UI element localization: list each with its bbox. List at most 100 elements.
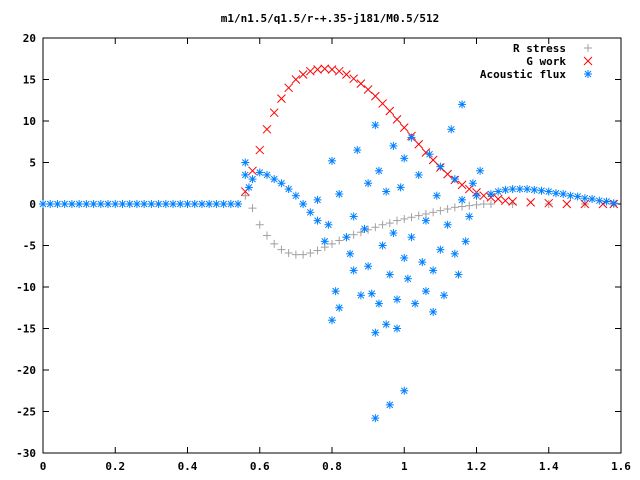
data-point xyxy=(450,175,459,184)
data-point xyxy=(371,121,380,130)
data-point xyxy=(328,239,336,248)
data-point xyxy=(328,156,336,165)
data-point xyxy=(248,204,257,213)
data-point xyxy=(364,262,373,271)
data-point xyxy=(244,183,253,192)
data-point xyxy=(447,125,456,134)
data-point xyxy=(356,291,365,300)
data-point xyxy=(197,200,206,208)
data-point xyxy=(262,170,271,179)
data-point xyxy=(183,200,192,208)
data-point xyxy=(414,170,423,179)
data-point xyxy=(89,200,98,208)
data-point xyxy=(530,185,539,194)
data-point xyxy=(269,108,279,118)
data-point xyxy=(421,287,430,296)
y-tick-label: 10 xyxy=(23,115,36,128)
chart-title: m1/n1.5/q1.5/r-+.35-j181/M0.5/512 xyxy=(221,12,440,25)
data-point xyxy=(429,266,438,275)
data-point xyxy=(573,192,582,201)
data-point xyxy=(277,94,286,103)
data-point xyxy=(367,289,376,298)
y-tick-label: -25 xyxy=(16,406,36,419)
data-point xyxy=(454,270,463,279)
y-tick-label: 0 xyxy=(29,198,36,211)
data-point xyxy=(125,200,134,208)
data-point xyxy=(226,200,235,208)
data-point xyxy=(399,123,409,132)
data-point xyxy=(544,200,553,208)
data-point xyxy=(371,223,380,232)
data-point xyxy=(602,197,611,206)
y-tick-label: -10 xyxy=(16,281,36,294)
data-point xyxy=(472,200,481,209)
data-point xyxy=(67,200,76,208)
data-point xyxy=(284,185,293,194)
data-point xyxy=(385,270,394,279)
data-point xyxy=(328,316,336,325)
y-tick-label: 15 xyxy=(23,74,36,87)
data-point xyxy=(96,200,105,208)
data-point xyxy=(291,250,300,259)
data-point xyxy=(46,200,55,208)
x-tick-label: 0.4 xyxy=(178,460,198,473)
legend-marker xyxy=(583,56,593,66)
data-point xyxy=(400,214,409,223)
data-point xyxy=(342,70,351,79)
data-point xyxy=(407,233,416,242)
data-point xyxy=(450,203,459,212)
data-point xyxy=(349,230,358,239)
data-point xyxy=(382,320,391,329)
data-point xyxy=(414,139,424,149)
data-point xyxy=(378,99,387,108)
data-point xyxy=(270,239,279,248)
data-point xyxy=(407,133,416,142)
data-point xyxy=(432,191,441,200)
x-tick-label: 0 xyxy=(40,460,47,473)
data-point xyxy=(190,200,199,208)
data-point xyxy=(559,190,568,199)
data-point xyxy=(501,196,510,206)
data-point xyxy=(476,166,485,175)
data-point xyxy=(580,194,589,203)
data-point xyxy=(161,200,170,208)
data-point xyxy=(461,237,470,246)
data-point xyxy=(515,185,524,194)
data-point xyxy=(439,291,448,300)
y-tick-label: -5 xyxy=(23,240,36,253)
data-point xyxy=(382,187,391,196)
data-point xyxy=(418,258,427,267)
data-point xyxy=(429,208,438,217)
data-point xyxy=(479,200,488,208)
data-point xyxy=(327,65,337,74)
data-point xyxy=(411,299,420,308)
data-point xyxy=(104,200,113,208)
data-point xyxy=(393,216,402,225)
legend-marker xyxy=(584,70,592,78)
data-point xyxy=(465,212,474,221)
data-point xyxy=(378,241,387,250)
data-point xyxy=(588,195,597,204)
data-point xyxy=(212,200,221,208)
data-point xyxy=(255,145,265,155)
data-point xyxy=(468,179,477,188)
data-point xyxy=(443,204,452,213)
data-point xyxy=(284,83,294,93)
data-point xyxy=(403,274,412,283)
data-point xyxy=(335,303,344,312)
data-point xyxy=(385,106,395,116)
data-point xyxy=(436,206,445,215)
data-point xyxy=(82,200,91,208)
data-point xyxy=(299,200,308,208)
data-point xyxy=(370,91,380,101)
data-point xyxy=(169,200,178,208)
x-tick-label: 0.6 xyxy=(250,460,270,473)
data-point xyxy=(551,189,560,198)
data-point xyxy=(306,248,315,257)
data-point xyxy=(349,266,358,275)
data-point xyxy=(421,216,430,225)
data-point xyxy=(508,185,517,194)
y-tick-label: 20 xyxy=(23,32,36,45)
data-point xyxy=(436,162,445,171)
data-point xyxy=(562,199,572,209)
